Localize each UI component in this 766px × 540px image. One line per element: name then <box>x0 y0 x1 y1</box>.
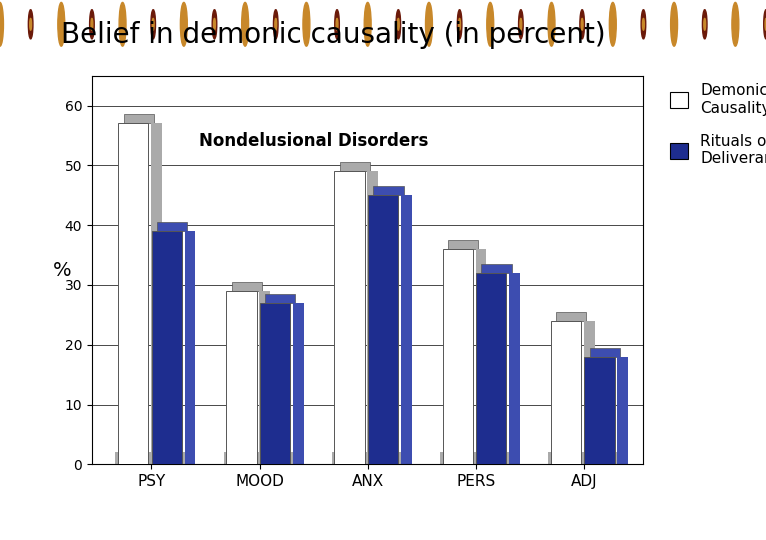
Circle shape <box>673 18 675 30</box>
Bar <box>584 321 594 464</box>
Circle shape <box>364 2 372 46</box>
Circle shape <box>551 18 552 30</box>
Circle shape <box>671 2 678 46</box>
Bar <box>332 453 368 464</box>
Circle shape <box>612 18 614 30</box>
Bar <box>118 124 149 464</box>
Circle shape <box>122 18 123 30</box>
Bar <box>293 303 303 464</box>
Bar <box>157 222 188 231</box>
Circle shape <box>520 18 522 30</box>
Circle shape <box>119 2 126 46</box>
Bar <box>185 231 195 464</box>
Bar <box>259 291 270 464</box>
Circle shape <box>0 18 1 30</box>
Bar <box>152 231 182 464</box>
Bar <box>260 303 290 464</box>
Circle shape <box>181 2 188 46</box>
Bar <box>440 453 476 464</box>
Bar <box>551 321 581 464</box>
Bar <box>224 453 259 464</box>
Circle shape <box>367 18 368 30</box>
Circle shape <box>61 18 62 30</box>
Circle shape <box>548 2 555 46</box>
Circle shape <box>487 2 494 46</box>
Bar <box>368 171 378 464</box>
Circle shape <box>306 18 307 30</box>
Circle shape <box>0 2 4 46</box>
Circle shape <box>28 10 33 39</box>
Circle shape <box>336 18 338 30</box>
Circle shape <box>732 2 738 46</box>
Circle shape <box>58 2 64 46</box>
Legend: Demonic
Causality, Rituals of
Deliverance: Demonic Causality, Rituals of Deliveranc… <box>662 76 766 174</box>
Bar <box>473 453 509 464</box>
Circle shape <box>459 18 460 30</box>
Bar <box>257 453 293 464</box>
Bar <box>556 312 587 321</box>
Bar <box>509 273 520 464</box>
Bar <box>482 264 512 273</box>
Circle shape <box>244 18 246 30</box>
Bar <box>335 171 365 464</box>
Circle shape <box>30 18 31 30</box>
Circle shape <box>242 2 248 46</box>
Circle shape <box>643 18 644 30</box>
Circle shape <box>90 10 94 39</box>
Bar <box>581 453 617 464</box>
Circle shape <box>735 18 736 30</box>
Bar <box>584 357 614 464</box>
Bar <box>401 195 412 464</box>
Circle shape <box>303 2 309 46</box>
Bar <box>151 124 162 464</box>
Circle shape <box>580 10 584 39</box>
Circle shape <box>212 10 217 39</box>
Circle shape <box>214 18 215 30</box>
Circle shape <box>704 18 705 30</box>
Bar <box>617 357 628 464</box>
Circle shape <box>765 18 766 30</box>
Circle shape <box>273 10 278 39</box>
Bar <box>226 291 257 464</box>
Bar <box>373 186 404 195</box>
Circle shape <box>641 10 646 39</box>
Bar <box>476 249 486 464</box>
Circle shape <box>702 10 707 39</box>
Bar <box>368 195 398 464</box>
Bar <box>116 453 151 464</box>
Bar <box>340 163 370 171</box>
Bar <box>149 453 185 464</box>
Text: Nondelusional Disorders: Nondelusional Disorders <box>199 132 428 151</box>
Bar <box>448 240 478 249</box>
Circle shape <box>151 10 155 39</box>
Bar <box>590 348 620 357</box>
Circle shape <box>398 18 399 30</box>
Circle shape <box>610 2 616 46</box>
Circle shape <box>581 18 583 30</box>
Y-axis label: %: % <box>53 260 71 280</box>
Circle shape <box>152 18 154 30</box>
Circle shape <box>91 18 93 30</box>
Circle shape <box>457 10 462 39</box>
Circle shape <box>275 18 277 30</box>
Circle shape <box>426 2 433 46</box>
Bar <box>548 453 584 464</box>
Circle shape <box>519 10 523 39</box>
Circle shape <box>183 18 185 30</box>
Bar <box>231 282 262 291</box>
Bar <box>123 114 154 124</box>
Bar <box>443 249 473 464</box>
Bar <box>476 273 506 464</box>
Circle shape <box>764 10 766 39</box>
Circle shape <box>489 18 491 30</box>
Bar <box>265 294 296 303</box>
Bar <box>365 453 401 464</box>
Circle shape <box>428 18 430 30</box>
Circle shape <box>335 10 339 39</box>
Text: Belief in demonic causality (in percent): Belief in demonic causality (in percent) <box>61 21 606 49</box>
Circle shape <box>396 10 401 39</box>
